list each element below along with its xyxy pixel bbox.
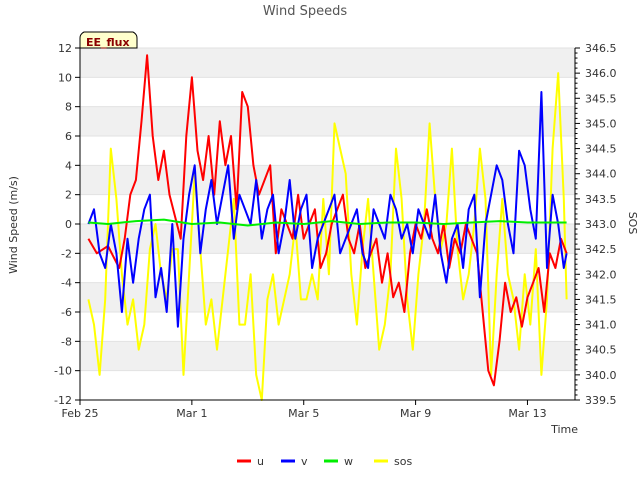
y-tick-label: -6 xyxy=(61,306,72,319)
y-tick-label: 12 xyxy=(58,42,72,55)
grid-band xyxy=(80,341,575,371)
y2-tick-label: 339.5 xyxy=(585,394,617,407)
legend: u v w sos xyxy=(237,455,412,468)
y2-tick-label: 344.5 xyxy=(585,143,617,156)
y2-tick-label: 343.0 xyxy=(585,218,617,231)
legend-label-v: v xyxy=(301,455,308,468)
y2-tick-label: 345.0 xyxy=(585,117,617,130)
grid-band xyxy=(80,282,575,312)
y2-tick-label: 342.5 xyxy=(585,243,617,256)
y-tick-label: 0 xyxy=(65,218,72,231)
y2-tick-label: 341.0 xyxy=(585,319,617,332)
badge-text: EE_flux xyxy=(86,36,130,49)
x-tick-label: Mar 1 xyxy=(176,407,207,420)
badge-shape xyxy=(79,31,138,49)
y2-tick-label: 346.5 xyxy=(585,42,617,55)
y2-axis-label: SOS xyxy=(626,212,639,235)
y-tick-label: -12 xyxy=(54,394,72,407)
x-tick-label: Feb 25 xyxy=(62,407,99,420)
y-tick-label: -8 xyxy=(61,335,72,348)
legend-label-w: w xyxy=(344,455,353,468)
y-tick-label: 8 xyxy=(65,101,72,114)
legend-label-sos: sos xyxy=(394,455,412,468)
y-tick-label: 6 xyxy=(65,130,72,143)
y2-tick-label: 342.0 xyxy=(585,268,617,281)
y2-tick-label: 346.0 xyxy=(585,67,617,80)
y-axis-label: Wind Speed (m/s) xyxy=(7,176,20,274)
y2-tick-label: 343.5 xyxy=(585,193,617,206)
grid-band xyxy=(80,48,575,78)
x-tick-label: Mar 5 xyxy=(288,407,319,420)
x-tick-label: Mar 9 xyxy=(400,407,431,420)
series-line-w xyxy=(88,218,567,227)
y-tick-label: 4 xyxy=(65,159,72,172)
y-tick-label: 10 xyxy=(58,71,72,84)
y2-tick-label: 345.5 xyxy=(585,92,617,105)
y2-tick-label: 340.0 xyxy=(585,369,617,382)
y-tick-label: 2 xyxy=(65,189,72,202)
y2-tick-label: 341.5 xyxy=(585,293,617,306)
series-line-v xyxy=(87,91,568,328)
chart-title: Wind Speeds xyxy=(263,4,348,19)
series-line-u xyxy=(87,54,568,387)
x-axis-label: Time xyxy=(550,423,578,436)
y2-tick-label: 344.0 xyxy=(585,168,617,181)
x-tick-label: Mar 13 xyxy=(508,407,546,420)
series-layer xyxy=(87,54,568,401)
axes-layer: -12 -10 -8 -6 -4 -2 0 2 4 6 8 10 12 339.5 340.0 340.5 34… xyxy=(54,42,616,420)
y-tick-label: -10 xyxy=(54,365,72,378)
grid-band xyxy=(80,370,575,400)
ee-flux-badge: EE_flux xyxy=(79,31,138,49)
y2-tick-label: 340.5 xyxy=(585,344,617,357)
background-bands xyxy=(80,47,575,401)
legend-label-u: u xyxy=(257,455,264,468)
y-tick-label: -2 xyxy=(61,247,72,260)
grid-band xyxy=(80,106,575,136)
grid-band xyxy=(80,165,575,195)
y-tick-label: -4 xyxy=(61,277,72,290)
grid-band xyxy=(80,77,575,107)
